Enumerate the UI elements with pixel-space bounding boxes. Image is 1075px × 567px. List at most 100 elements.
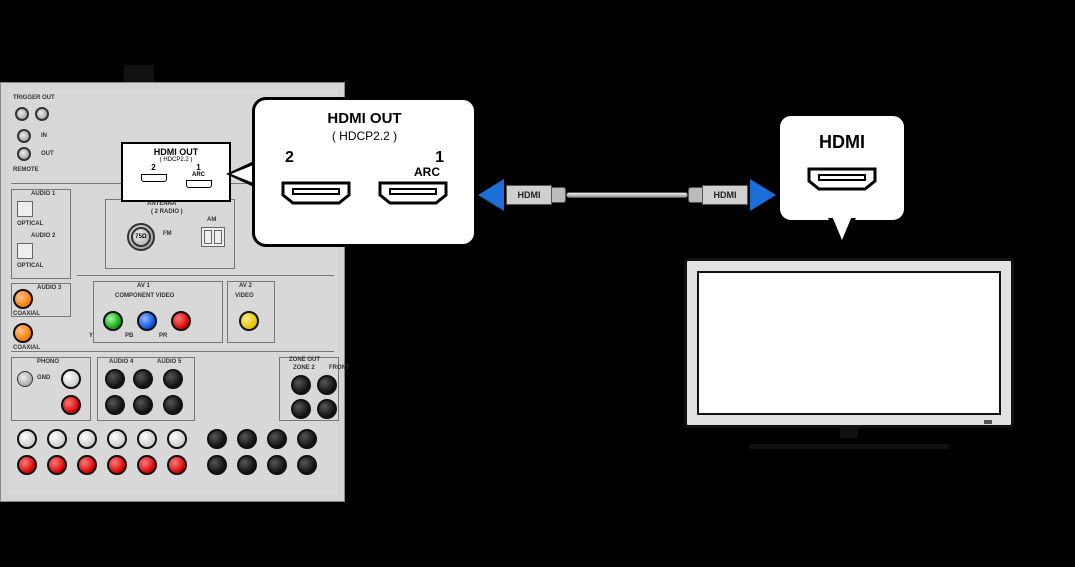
jack-b2 bbox=[17, 455, 37, 475]
jack-b7 bbox=[107, 429, 127, 449]
tv-stand bbox=[749, 444, 949, 449]
jack-b11 bbox=[167, 429, 187, 449]
plug-right-label: HDMI bbox=[714, 190, 737, 200]
mini-hdmi-slot-2 bbox=[141, 174, 167, 182]
jack-y bbox=[103, 311, 123, 331]
hdmi-cable: HDMI HDMI bbox=[478, 175, 776, 215]
hdmi-plug-right: HDMI bbox=[702, 185, 748, 205]
jack-b4 bbox=[47, 455, 67, 475]
callout-port2-num: 2 bbox=[285, 149, 294, 167]
label-am: AM bbox=[207, 217, 216, 223]
jack-b6 bbox=[77, 455, 97, 475]
jack-b5 bbox=[77, 429, 97, 449]
label-av1: AV 1 bbox=[137, 283, 150, 289]
tv-neck bbox=[840, 428, 858, 438]
tv-screen bbox=[697, 271, 1001, 415]
label-audio4: AUDIO 4 bbox=[109, 359, 133, 365]
label-in: IN bbox=[41, 133, 47, 139]
label-coax1: COAXIAL bbox=[13, 311, 40, 317]
label-audio5: AUDIO 5 bbox=[157, 359, 181, 365]
jack-c8 bbox=[297, 455, 317, 475]
plug-tip-right bbox=[688, 187, 702, 203]
jack-b9 bbox=[137, 429, 157, 449]
plug-tip-left bbox=[552, 187, 566, 203]
jack-b8 bbox=[107, 455, 127, 475]
jack-a5-r bbox=[163, 395, 183, 415]
callout-tv-hdmi: HDMI bbox=[777, 113, 907, 223]
label-remote: REMOTE bbox=[13, 167, 39, 173]
jack-pb bbox=[137, 311, 157, 331]
jack-c5 bbox=[267, 429, 287, 449]
tv-frame bbox=[684, 258, 1014, 428]
section-phono bbox=[11, 357, 91, 421]
mini-hdmi-out-box: HDMI OUT ( HDCP2.2 ) 2 1 ARC bbox=[121, 142, 231, 202]
jack-c1 bbox=[207, 429, 227, 449]
jack-zone-r bbox=[291, 399, 311, 419]
mini-port1-num: 1 bbox=[179, 163, 219, 172]
label-antenna-sub: ( 2 RADIO ) bbox=[151, 209, 183, 215]
label-front: FRONT bbox=[329, 365, 350, 371]
jack-c4 bbox=[237, 455, 257, 475]
arrow-right-icon bbox=[750, 179, 776, 211]
label-optical2: OPTICAL bbox=[17, 263, 43, 269]
mini-port2-num: 2 bbox=[134, 163, 174, 172]
jack-b12 bbox=[167, 455, 187, 475]
plug-left-label: HDMI bbox=[518, 190, 541, 200]
jack-a4-l bbox=[105, 369, 125, 389]
jack-gnd bbox=[17, 371, 33, 387]
jack-a4-r bbox=[105, 395, 125, 415]
jack-a4b-l bbox=[133, 369, 153, 389]
jack-coax-audio3 bbox=[13, 289, 33, 309]
label-av2: AV 2 bbox=[239, 283, 252, 289]
fm-inner: 75Ω bbox=[131, 227, 151, 247]
hdmi-port-1-arc bbox=[378, 181, 448, 205]
jack-video bbox=[239, 311, 259, 331]
mini-hdmi-title: HDMI OUT bbox=[123, 147, 229, 157]
cable-line bbox=[566, 192, 688, 198]
label-component: COMPONENT VIDEO bbox=[115, 293, 174, 299]
callout-left-title: HDMI OUT bbox=[255, 110, 474, 127]
jack-b10 bbox=[137, 455, 157, 475]
jack-zone-l bbox=[291, 375, 311, 395]
jack-trigger1 bbox=[15, 107, 29, 121]
label-y: Y bbox=[89, 333, 93, 339]
callout-right-title: HDMI bbox=[780, 132, 904, 153]
jack-b1 bbox=[17, 429, 37, 449]
jack-remote-in bbox=[17, 129, 31, 143]
jack-a4b-r bbox=[133, 395, 153, 415]
jack-phono-l bbox=[61, 369, 81, 389]
jack-c2 bbox=[207, 455, 227, 475]
label-zone-out: ZONE OUT bbox=[289, 357, 320, 363]
mini-arc: ARC bbox=[179, 172, 219, 178]
jack-c6 bbox=[267, 455, 287, 475]
hdmi-port-2 bbox=[281, 181, 351, 205]
hdmi-plug-left: HDMI bbox=[506, 185, 552, 205]
label-pr: PR bbox=[159, 333, 167, 339]
jack-coax2 bbox=[13, 323, 33, 343]
label-video: VIDEO bbox=[235, 293, 254, 299]
callout-hdmi-out: HDMI OUT ( HDCP2.2 ) 2 1 ARC bbox=[252, 97, 477, 247]
jack-c7 bbox=[297, 429, 317, 449]
arrow-left-icon bbox=[478, 179, 504, 211]
label-trigger-out: TRIGGER OUT bbox=[13, 95, 55, 101]
jack-pr bbox=[171, 311, 191, 331]
label-audio3: AUDIO 3 bbox=[37, 285, 61, 291]
label-gnd: GND bbox=[37, 375, 50, 381]
am-terminal bbox=[201, 227, 225, 247]
callout-pointer-right bbox=[828, 218, 856, 246]
jack-a5-l bbox=[163, 369, 183, 389]
tv-hdmi-port bbox=[807, 167, 877, 191]
label-zone2: ZONE 2 bbox=[293, 365, 315, 371]
label-out: OUT bbox=[41, 151, 54, 157]
mini-hdmi-slot-1 bbox=[186, 180, 212, 188]
jack-b3 bbox=[47, 429, 67, 449]
tv-led-icon bbox=[984, 420, 992, 424]
label-fm: FM bbox=[163, 231, 172, 237]
tv-device bbox=[684, 258, 1014, 458]
jack-phono-r bbox=[61, 395, 81, 415]
jack-zone-r2 bbox=[317, 399, 337, 419]
label-optical1: OPTICAL bbox=[17, 221, 43, 227]
label-audio1: AUDIO 1 bbox=[31, 191, 55, 197]
label-audio2: AUDIO 2 bbox=[31, 233, 55, 239]
callout-arc: ARC bbox=[255, 165, 474, 179]
